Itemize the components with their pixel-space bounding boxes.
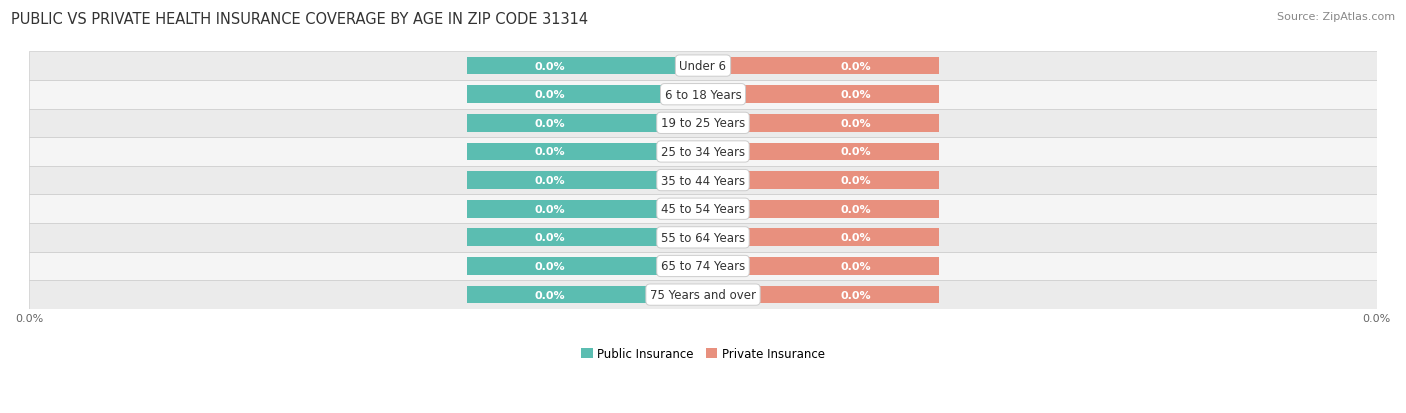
- Bar: [467, 257, 703, 275]
- Text: 0.0%: 0.0%: [841, 119, 872, 128]
- Text: 55 to 64 Years: 55 to 64 Years: [661, 231, 745, 244]
- Text: 0.0%: 0.0%: [534, 204, 565, 214]
- Bar: [467, 115, 703, 133]
- Text: 19 to 25 Years: 19 to 25 Years: [661, 117, 745, 130]
- Bar: [467, 200, 703, 218]
- Text: 35 to 44 Years: 35 to 44 Years: [661, 174, 745, 187]
- Text: Under 6: Under 6: [679, 60, 727, 73]
- Bar: [467, 57, 703, 75]
- Text: 0.0%: 0.0%: [534, 119, 565, 128]
- Bar: [703, 57, 939, 75]
- Bar: [30, 109, 1376, 138]
- Text: 0.0%: 0.0%: [534, 147, 565, 157]
- Bar: [30, 252, 1376, 280]
- Text: PUBLIC VS PRIVATE HEALTH INSURANCE COVERAGE BY AGE IN ZIP CODE 31314: PUBLIC VS PRIVATE HEALTH INSURANCE COVER…: [11, 12, 588, 27]
- Text: 0.0%: 0.0%: [841, 90, 872, 100]
- Text: 0.0%: 0.0%: [841, 62, 872, 71]
- Text: 0.0%: 0.0%: [534, 290, 565, 300]
- Bar: [30, 280, 1376, 309]
- Legend: Public Insurance, Private Insurance: Public Insurance, Private Insurance: [581, 347, 825, 360]
- Bar: [703, 172, 939, 190]
- Text: 0.0%: 0.0%: [841, 290, 872, 300]
- Bar: [703, 257, 939, 275]
- Text: 0.0%: 0.0%: [534, 261, 565, 271]
- Text: 65 to 74 Years: 65 to 74 Years: [661, 260, 745, 273]
- Bar: [703, 200, 939, 218]
- Bar: [703, 143, 939, 161]
- Bar: [30, 138, 1376, 166]
- Text: Source: ZipAtlas.com: Source: ZipAtlas.com: [1277, 12, 1395, 22]
- Text: 45 to 54 Years: 45 to 54 Years: [661, 203, 745, 216]
- Text: 0.0%: 0.0%: [534, 62, 565, 71]
- Bar: [30, 166, 1376, 195]
- Bar: [703, 86, 939, 104]
- Text: 0.0%: 0.0%: [841, 176, 872, 186]
- Bar: [30, 195, 1376, 223]
- Bar: [30, 52, 1376, 81]
- Text: 75 Years and over: 75 Years and over: [650, 288, 756, 301]
- Text: 0.0%: 0.0%: [534, 176, 565, 186]
- Bar: [30, 81, 1376, 109]
- Bar: [703, 286, 939, 304]
- Bar: [467, 172, 703, 190]
- Text: 0.0%: 0.0%: [841, 233, 872, 243]
- Text: 0.0%: 0.0%: [534, 90, 565, 100]
- Bar: [467, 286, 703, 304]
- Text: 0.0%: 0.0%: [841, 147, 872, 157]
- Bar: [467, 229, 703, 247]
- Bar: [703, 115, 939, 133]
- Text: 0.0%: 0.0%: [841, 261, 872, 271]
- Bar: [703, 229, 939, 247]
- Bar: [467, 143, 703, 161]
- Text: 25 to 34 Years: 25 to 34 Years: [661, 146, 745, 159]
- Text: 6 to 18 Years: 6 to 18 Years: [665, 88, 741, 102]
- Text: 0.0%: 0.0%: [534, 233, 565, 243]
- Bar: [467, 86, 703, 104]
- Text: 0.0%: 0.0%: [841, 204, 872, 214]
- Bar: [30, 223, 1376, 252]
